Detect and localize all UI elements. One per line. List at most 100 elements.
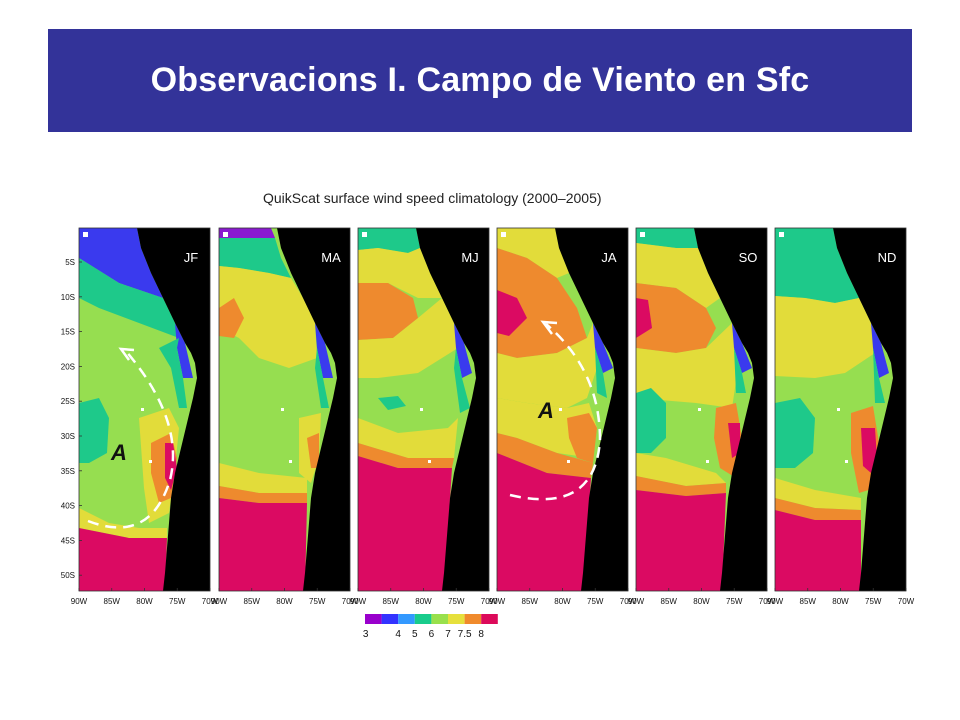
island-marker (706, 460, 709, 463)
lon-label: 75W (726, 597, 743, 606)
wind-band-orange (636, 283, 716, 353)
lon-label: 70W (481, 597, 498, 606)
wind-band-magenta (219, 498, 307, 591)
lon-label: 85W (104, 597, 121, 606)
island-marker (281, 408, 284, 411)
wind-band-teal (358, 228, 420, 253)
lon-label: 85W (244, 597, 261, 606)
anticyclone-arrow-ja (509, 323, 602, 501)
wind-band-orange (219, 298, 244, 338)
colorbar-swatch (448, 614, 465, 624)
lon-label: 75W (865, 597, 882, 606)
lon-label: 80W (136, 597, 153, 606)
wind-band-orange (307, 433, 319, 468)
lat-label: 45S (61, 536, 75, 545)
panel-label: MJ (461, 250, 478, 265)
wind-band-yellow (636, 323, 738, 408)
wind-band-orange (497, 248, 587, 358)
lat-label: 5S (65, 258, 75, 267)
land-mask (277, 228, 350, 591)
colorbar-label: 8 (478, 629, 484, 640)
wind-band-yellow (775, 296, 875, 378)
wind-band-teal (378, 396, 406, 410)
island-marker (845, 460, 848, 463)
island-marker (428, 460, 431, 463)
lon-label: 75W (169, 597, 186, 606)
lat-label: 15S (61, 328, 75, 337)
land-mask (694, 228, 767, 591)
lon-label: 80W (693, 597, 710, 606)
title-banner: Observacions I. Campo de Viento en Sfc (48, 29, 912, 132)
panel-label: JA (601, 250, 617, 265)
panel-ma: MA (218, 227, 351, 592)
wind-band-teal (775, 228, 859, 303)
island-marker (420, 408, 423, 411)
wind-band-teal (219, 238, 291, 278)
wind-band-orange (775, 498, 861, 520)
land-mask (137, 228, 210, 591)
lon-label: 90W (350, 597, 367, 606)
island-marker (141, 408, 144, 411)
colorbar: 3 4 5 6 7 7.5 8 (363, 614, 498, 640)
lon-label: 85W (522, 597, 539, 606)
wind-band-orange (219, 486, 307, 503)
lat-label: 20S (61, 362, 75, 371)
colorbar-swatch (464, 614, 482, 624)
wind-band-teal (79, 258, 179, 338)
anticyclone-label-ja: A (537, 398, 554, 423)
lon-label: 90W (211, 597, 228, 606)
land-mask (833, 228, 906, 591)
colorbar-swatch (414, 614, 432, 624)
wind-band-yellow (358, 248, 442, 298)
wind-band-teal (734, 348, 746, 393)
latitude-labels: 5S 10S 15S 20S 25S 30S 35S 40S 45S 50S (61, 258, 82, 580)
lat-label: 10S (61, 293, 75, 302)
island-marker (567, 460, 570, 463)
land-mask (555, 228, 628, 591)
wind-band-yellow (358, 418, 458, 458)
island-marker (83, 232, 88, 237)
lon-label: 70W (342, 597, 359, 606)
lon-label: 75W (587, 597, 604, 606)
colorbar-label: 5 (412, 629, 418, 640)
colorbar-swatch (431, 614, 448, 624)
island-marker (779, 232, 784, 237)
wind-band-teal (636, 388, 666, 453)
lat-label: 40S (61, 502, 75, 511)
lon-label: 70W (202, 597, 219, 606)
wind-band-magenta (497, 453, 591, 591)
lat-label: 50S (61, 571, 75, 580)
colorbar-swatch (381, 614, 399, 624)
wind-band-yellow (497, 228, 569, 278)
wind-band-yellow (79, 508, 167, 538)
wind-band-orange (497, 433, 593, 478)
colorbar-label: 4 (395, 629, 401, 640)
lon-label: 70W (759, 597, 776, 606)
wind-band-blue (732, 323, 752, 373)
wind-band-teal (595, 348, 607, 398)
island-marker (289, 460, 292, 463)
colorbar-label: 3 (363, 629, 369, 640)
island-marker (698, 408, 701, 411)
lon-label: 90W (71, 597, 88, 606)
wind-band-blue (175, 323, 193, 378)
land-mask (416, 228, 489, 591)
lon-label: 75W (448, 597, 465, 606)
colorbar-label: 7 (445, 629, 451, 640)
slide-title: Observacions I. Campo de Viento en Sfc (150, 61, 810, 99)
wind-band-blue (871, 323, 889, 378)
colorbar-swatch (398, 614, 415, 624)
panel-jf: JF (78, 227, 211, 592)
wind-band-magenta (861, 428, 877, 473)
island-marker (149, 460, 152, 463)
lon-label: 85W (800, 597, 817, 606)
wind-band-teal (454, 348, 470, 413)
lon-label: 85W (383, 597, 400, 606)
wind-band-yellow (358, 298, 458, 378)
wind-band-magenta (636, 298, 652, 338)
lon-label: 70W (620, 597, 637, 606)
panel-label: MA (321, 250, 341, 265)
lon-label: 90W (628, 597, 645, 606)
